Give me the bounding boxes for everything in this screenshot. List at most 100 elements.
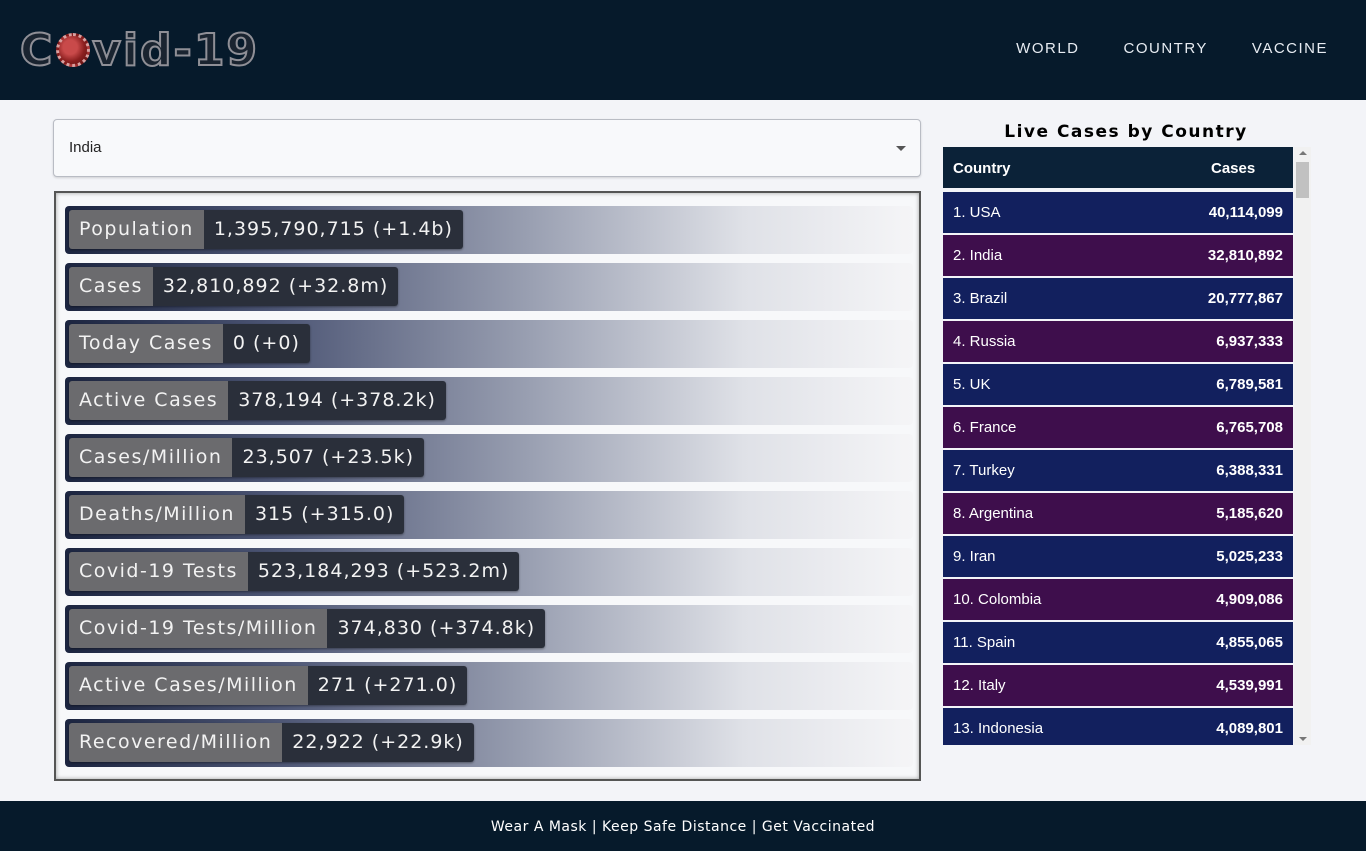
- stat-today-cases: Today Cases 0 (+0): [65, 320, 913, 368]
- country-name: 12. Italy: [953, 677, 1006, 694]
- scroll-thumb[interactable]: [1296, 162, 1309, 198]
- stat-value: 0 (+0): [222, 324, 310, 363]
- country-select[interactable]: India: [53, 119, 921, 177]
- stat-label: Recovered/Million: [69, 723, 283, 762]
- country-cases: 4,539,991: [1216, 677, 1283, 694]
- stat-label: Active Cases/Million: [69, 666, 308, 705]
- country-cases: 6,388,331: [1216, 462, 1283, 479]
- scroll-up-icon[interactable]: [1299, 151, 1307, 155]
- stat-chip: Active Cases 378,194 (+378.2k): [69, 381, 446, 420]
- stat-chip: Cases/Million 23,507 (+23.5k): [69, 438, 425, 477]
- stat-value: 23,507 (+23.5k): [232, 438, 425, 477]
- table-row[interactable]: 3. Brazil 20,777,867: [943, 278, 1293, 319]
- stat-label: Cases: [69, 267, 153, 306]
- table-row[interactable]: 12. Italy 4,539,991: [943, 665, 1293, 706]
- country-select-value: India: [69, 139, 102, 156]
- footer-text: Wear A Mask | Keep Safe Distance | Get V…: [490, 819, 876, 835]
- stat-active-cases: Active Cases 378,194 (+378.2k): [65, 377, 913, 425]
- stat-value: 378,194 (+378.2k): [228, 381, 446, 420]
- country-name: 5. UK: [953, 376, 991, 393]
- country-cases: 4,909,086: [1216, 591, 1283, 608]
- stat-chip: Cases 32,810,892 (+32.8m): [69, 267, 399, 306]
- country-name: 10. Colombia: [953, 591, 1042, 608]
- stat-chip: Population 1,395,790,715 (+1.4b): [69, 210, 463, 249]
- stat-label: Deaths/Million: [69, 495, 245, 534]
- stat-label: Covid-19 Tests: [69, 552, 248, 591]
- table-row[interactable]: 6. France 6,765,708: [943, 407, 1293, 448]
- stat-value: 523,184,293 (+523.2m): [247, 552, 520, 591]
- country-name: 2. India: [953, 247, 1003, 264]
- stat-label: Covid-19 Tests/Million: [69, 609, 328, 648]
- table-row[interactable]: 4. Russia 6,937,333: [943, 321, 1293, 362]
- table-row[interactable]: 7. Turkey 6,388,331: [943, 450, 1293, 491]
- stat-tests-per-million: Covid-19 Tests/Million 374,830 (+374.8k): [65, 605, 913, 653]
- column-header-country: Country: [953, 160, 1011, 177]
- live-cases-table[interactable]: Country Cases 1. USA 40,114,099 2. India 32…: [943, 147, 1311, 745]
- country-name: 9. Iran: [953, 548, 996, 565]
- caret-down-icon: [896, 146, 906, 151]
- main-nav: WORLD COUNTRY VACCINE: [1016, 40, 1328, 57]
- table-row[interactable]: 5. UK 6,789,581: [943, 364, 1293, 405]
- stat-chip: Deaths/Million 315 (+315.0): [69, 495, 405, 534]
- stat-value: 1,395,790,715 (+1.4b): [203, 210, 463, 249]
- country-cases: 6,937,333: [1216, 333, 1283, 350]
- stat-cases-per-million: Cases/Million 23,507 (+23.5k): [65, 434, 913, 482]
- country-name: 4. Russia: [953, 333, 1016, 350]
- country-name: 6. France: [953, 419, 1017, 436]
- stat-value: 315 (+315.0): [244, 495, 405, 534]
- stat-population: Population 1,395,790,715 (+1.4b): [65, 206, 913, 254]
- scroll-down-icon[interactable]: [1299, 737, 1307, 741]
- column-header-cases: Cases: [1211, 160, 1256, 177]
- nav-world[interactable]: WORLD: [1016, 40, 1080, 57]
- table-row[interactable]: 1. USA 40,114,099: [943, 192, 1293, 233]
- live-cases-title: Live Cases by Country: [1004, 122, 1248, 142]
- country-stats-panel: Population 1,395,790,715 (+1.4b) Cases 3…: [54, 191, 921, 781]
- table-row[interactable]: 9. Iran 5,025,233: [943, 536, 1293, 577]
- logo-text-end: vid-19: [91, 24, 260, 77]
- country-name: 7. Turkey: [953, 462, 1015, 479]
- logo-text-start: C: [19, 24, 55, 77]
- country-name: 11. Spain: [953, 634, 1016, 651]
- stat-cases: Cases 32,810,892 (+32.8m): [65, 263, 913, 311]
- stat-chip: Active Cases/Million 271 (+271.0): [69, 666, 468, 705]
- stat-value: 374,830 (+374.8k): [327, 609, 546, 648]
- country-cases: 5,185,620: [1216, 505, 1283, 522]
- country-name: 1. USA: [953, 204, 1001, 221]
- stat-active-cases-per-million: Active Cases/Million 271 (+271.0): [65, 662, 913, 710]
- stat-label: Population: [69, 210, 204, 249]
- table-scrollbar[interactable]: [1294, 147, 1311, 745]
- nav-country[interactable]: COUNTRY: [1123, 40, 1208, 57]
- virus-icon: [56, 33, 91, 67]
- table-header: Country Cases: [943, 147, 1293, 188]
- country-cases: 6,789,581: [1216, 376, 1283, 393]
- table-row[interactable]: 10. Colombia 4,909,086: [943, 579, 1293, 620]
- stat-deaths-per-million: Deaths/Million 315 (+315.0): [65, 491, 913, 539]
- country-cases: 40,114,099: [1208, 204, 1283, 221]
- country-name: 13. Indonesia: [953, 720, 1044, 737]
- table-row[interactable]: 13. Indonesia 4,089,801: [943, 708, 1293, 745]
- stat-chip: Covid-19 Tests 523,184,293 (+523.2m): [69, 552, 520, 591]
- stat-tests: Covid-19 Tests 523,184,293 (+523.2m): [65, 548, 913, 596]
- stat-chip: Today Cases 0 (+0): [69, 324, 310, 363]
- stat-chip: Recovered/Million 22,922 (+22.9k): [69, 723, 474, 762]
- country-cases: 4,089,801: [1216, 720, 1283, 737]
- country-cases: 6,765,708: [1216, 419, 1283, 436]
- country-name: 8. Argentina: [953, 505, 1034, 522]
- footer: Wear A Mask | Keep Safe Distance | Get V…: [0, 801, 1366, 851]
- stat-recovered-per-million: Recovered/Million 22,922 (+22.9k): [65, 719, 913, 767]
- table-row[interactable]: 11. Spain 4,855,065: [943, 622, 1293, 663]
- nav-vaccine[interactable]: VACCINE: [1251, 40, 1328, 57]
- stat-value: 271 (+271.0): [307, 666, 468, 705]
- stat-value: 32,810,892 (+32.8m): [152, 267, 399, 306]
- stat-label: Today Cases: [69, 324, 223, 363]
- table-row[interactable]: 2. India 32,810,892: [943, 235, 1293, 276]
- stat-chip: Covid-19 Tests/Million 374,830 (+374.8k): [69, 609, 546, 648]
- table-row[interactable]: 8. Argentina 5,185,620: [943, 493, 1293, 534]
- country-cases: 5,025,233: [1216, 548, 1283, 565]
- country-name: 3. Brazil: [953, 290, 1008, 307]
- country-cases: 32,810,892: [1207, 247, 1283, 264]
- stat-value: 22,922 (+22.9k): [282, 723, 474, 762]
- country-cases: 4,855,065: [1216, 634, 1283, 651]
